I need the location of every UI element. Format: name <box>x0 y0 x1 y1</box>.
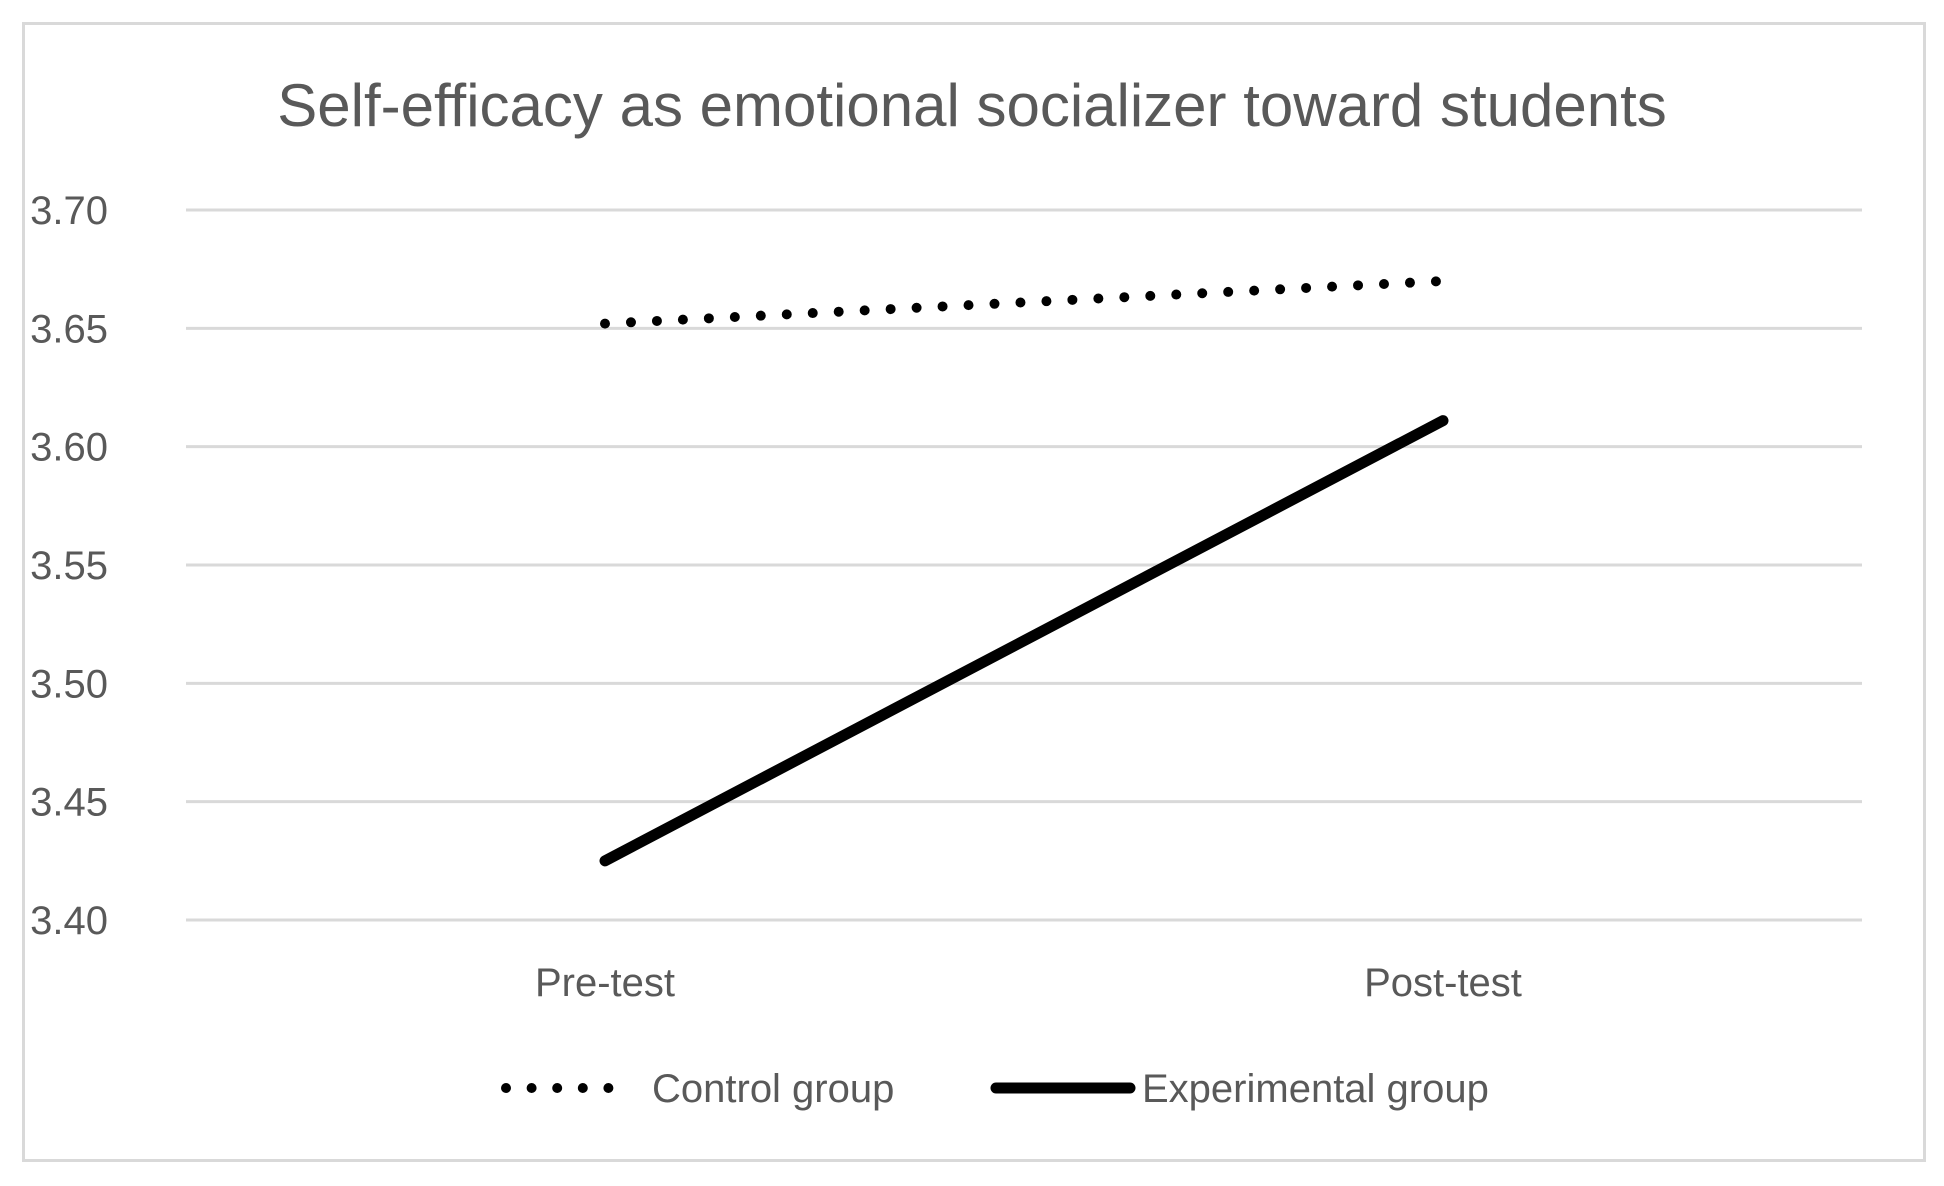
y-tick-label: 3.50 <box>30 662 108 706</box>
chart-frame <box>22 22 1926 1162</box>
legend-label: Experimental group <box>1142 1067 1489 1111</box>
y-axis-ticks: 3.70 3.65 3.60 3.55 3.50 3.45 3.40 <box>30 189 108 943</box>
gridlines <box>186 208 1862 922</box>
y-tick-label: 3.45 <box>30 781 108 825</box>
x-tick-label: Pre-test <box>535 961 675 1005</box>
x-tick-label: Post-test <box>1364 961 1522 1005</box>
chart-title: Self-efficacy as emotional socializer to… <box>277 72 1667 139</box>
y-tick-label: 3.70 <box>30 189 108 233</box>
series-line-experimental-group <box>599 415 1449 867</box>
y-tick-label: 3.40 <box>30 899 108 943</box>
x-axis-ticks: Pre-test Post-test <box>535 961 1522 1005</box>
series-line-control-group <box>600 276 1448 329</box>
y-tick-label: 3.55 <box>30 544 108 588</box>
y-tick-label: 3.60 <box>30 426 108 470</box>
series-lines <box>599 276 1449 867</box>
y-tick-label: 3.65 <box>30 307 108 351</box>
legend-label: Control group <box>652 1067 894 1111</box>
legend: Control group Experimental group <box>501 1067 1489 1111</box>
